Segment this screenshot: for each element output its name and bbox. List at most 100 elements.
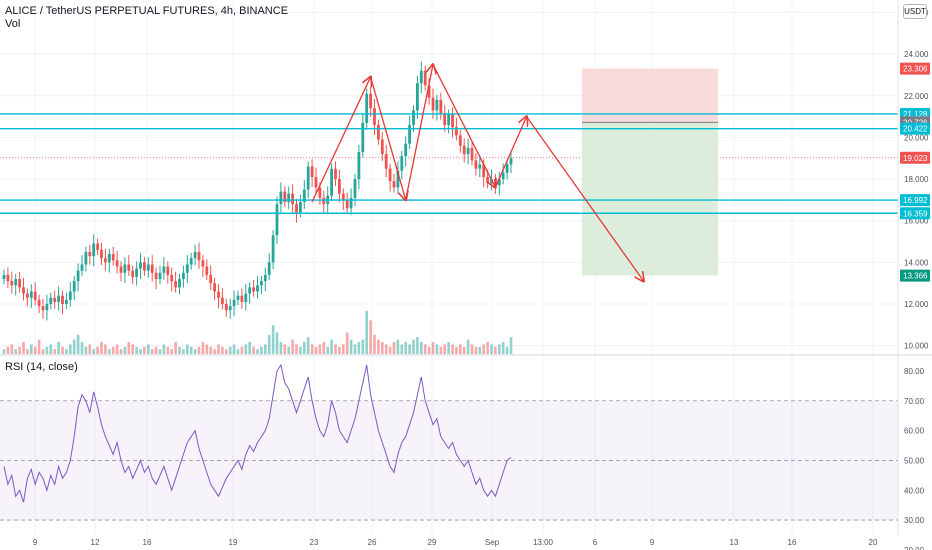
- candle-body: [338, 179, 341, 194]
- candle-body: [170, 274, 174, 282]
- volume-bar: [147, 344, 150, 354]
- rsi-tick-label: 80.00: [904, 367, 925, 376]
- candle-body: [341, 193, 345, 200]
- candle-body: [244, 293, 248, 302]
- currency-button[interactable]: USDT: [903, 4, 927, 19]
- candle-body: [49, 297, 53, 305]
- price-badge-text: 13.366: [903, 272, 928, 281]
- candle: [49, 292, 53, 310]
- candle-body: [470, 147, 474, 161]
- symbol-title: ALICE / TetherUS PERPETUAL FUTURES, 4h, …: [5, 5, 289, 17]
- volume-bar: [291, 339, 294, 354]
- volume-bar: [14, 349, 17, 354]
- volume-bar: [295, 344, 298, 354]
- candle-body: [131, 270, 135, 277]
- price-badge-bg: [900, 122, 930, 135]
- candle-body: [127, 264, 131, 271]
- candle: [119, 261, 123, 282]
- candle: [447, 109, 450, 134]
- candle-body: [123, 264, 127, 273]
- volume-bar: [466, 339, 470, 354]
- candle-body: [22, 287, 25, 294]
- candle: [299, 194, 302, 218]
- volume-bar: [108, 349, 111, 354]
- candle-body: [263, 274, 267, 282]
- volume-bar: [349, 339, 353, 354]
- candle: [150, 255, 154, 282]
- volume-bar: [186, 344, 189, 354]
- volume-bar: [158, 349, 162, 354]
- volume-bar: [69, 344, 72, 354]
- volume-bar: [236, 349, 240, 354]
- candle-body: [310, 166, 314, 177]
- candle: [189, 253, 193, 270]
- candlesticks: [2, 61, 513, 321]
- candle: [408, 115, 411, 149]
- volume-bar: [322, 342, 326, 354]
- volume-bar: [45, 346, 49, 354]
- candle: [345, 192, 349, 214]
- candle-body: [443, 114, 447, 125]
- rsi-indicator: [0, 363, 898, 521]
- candle-body: [45, 304, 49, 311]
- candle-body: [439, 99, 443, 115]
- price-badge-bg: [900, 151, 930, 164]
- rsi-label: RSI (14, close): [5, 361, 78, 373]
- price-badge-bg: [900, 62, 930, 75]
- volume-bar: [486, 342, 489, 354]
- volume-bar: [314, 346, 318, 354]
- arrow-segment: [494, 117, 526, 188]
- candle: [146, 257, 150, 278]
- volume-bar: [209, 346, 212, 354]
- volume-bar: [260, 346, 263, 354]
- candle-body: [68, 291, 72, 300]
- candle: [295, 198, 298, 223]
- candle: [341, 188, 345, 211]
- price-tick-label: 24.000: [904, 50, 929, 59]
- volume-bar: [384, 344, 388, 354]
- candle-body: [178, 279, 181, 288]
- candle: [197, 242, 201, 269]
- candle-body: [455, 127, 458, 136]
- volume-bar: [166, 346, 170, 354]
- candle-body: [53, 297, 57, 302]
- x-tick-label: 12: [91, 538, 100, 547]
- horizontal-levels[interactable]: [0, 113, 898, 214]
- candle: [84, 246, 88, 272]
- volume-bar: [139, 349, 142, 354]
- volume-bar: [6, 346, 10, 354]
- candle-body: [318, 187, 322, 198]
- candle-body: [283, 191, 287, 202]
- candle: [256, 275, 259, 299]
- price-badge-text: 16.992: [903, 196, 928, 205]
- candle-body: [419, 70, 423, 84]
- price-badge-text: 21.128: [903, 110, 928, 119]
- candle: [443, 105, 447, 132]
- candle: [139, 253, 142, 279]
- candle: [302, 180, 306, 209]
- candle-body: [435, 99, 439, 111]
- candle-body: [345, 199, 349, 209]
- candle-body: [400, 156, 404, 171]
- volume-bar: [37, 339, 41, 354]
- candle-body: [330, 168, 333, 196]
- candle: [260, 275, 263, 294]
- candle: [275, 196, 279, 244]
- x-tick-label: 20: [869, 538, 878, 547]
- candle: [248, 282, 252, 304]
- candle: [61, 290, 64, 315]
- candle-body: [174, 281, 177, 288]
- volume-bar: [345, 332, 349, 354]
- drawn-arrow-path[interactable]: [311, 65, 643, 282]
- long-short-position-tool[interactable]: [582, 68, 718, 276]
- candle-body: [205, 266, 209, 275]
- price-tick-label: 14.000: [904, 258, 929, 267]
- candle: [451, 107, 454, 138]
- candle: [501, 163, 505, 185]
- candle-body: [104, 258, 107, 263]
- volume-bar: [396, 339, 400, 354]
- candle: [41, 298, 45, 319]
- candle: [127, 255, 131, 276]
- volume-bar: [455, 346, 458, 354]
